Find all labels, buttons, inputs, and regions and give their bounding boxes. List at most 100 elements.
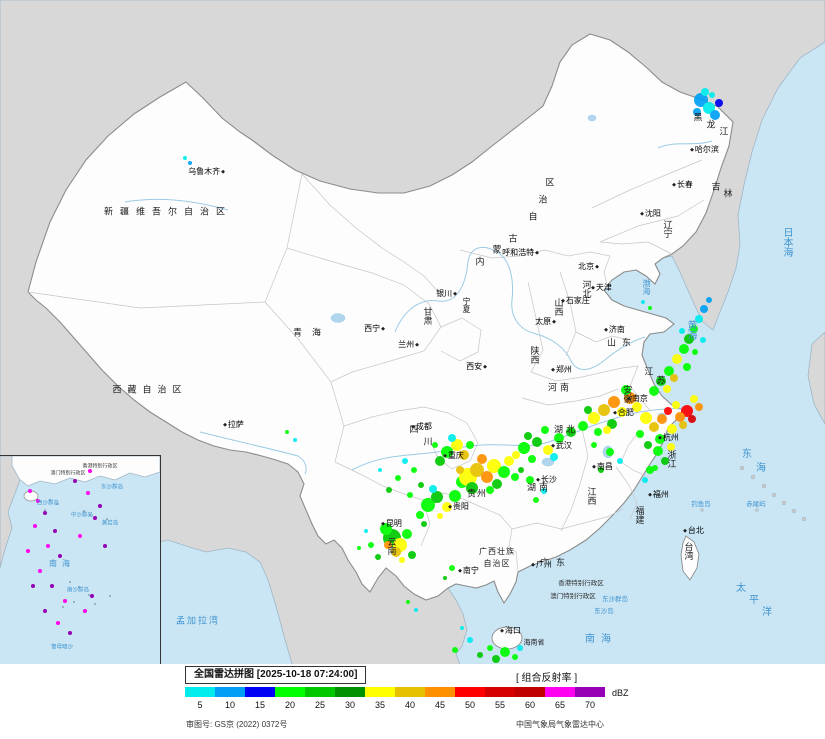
city-name: 福州: [652, 490, 669, 499]
city-marker-icon: ◆: [613, 410, 617, 416]
city-name: 太原: [535, 317, 552, 326]
radar-echo: [492, 655, 500, 663]
city-marker-icon: ◆: [591, 285, 595, 291]
island-label: 中沙群岛: [70, 512, 94, 519]
city-name: 长春: [676, 180, 693, 189]
radar-echo: [598, 467, 604, 473]
province-label: 山东: [606, 337, 638, 348]
island-label: 西沙群岛: [36, 500, 60, 507]
radar-echo: [477, 652, 483, 658]
radar-echo: [532, 437, 542, 447]
island-label: 东沙群岛: [602, 595, 628, 603]
city-marker-icon: ◆: [552, 319, 556, 325]
city-name: 西宁: [364, 324, 381, 333]
city-name: 银川: [436, 289, 453, 298]
radar-echo: [73, 479, 77, 483]
radar-echo: [617, 407, 627, 417]
radar-echo: [663, 385, 671, 393]
radar-echo: [690, 395, 698, 403]
province-label: 江: [719, 126, 729, 137]
city-label: ◆南京: [626, 395, 648, 403]
city-marker-icon: ◆: [221, 169, 225, 175]
province-label: 湖南: [526, 482, 552, 493]
legend-value: 5: [197, 700, 203, 710]
city-marker-icon: ◆: [658, 435, 662, 441]
radar-echo: [384, 541, 392, 549]
radar-echo: [526, 476, 534, 484]
province-label: 湖北: [553, 424, 579, 435]
radar-echo: [285, 430, 289, 434]
city-marker-icon: ◆: [627, 396, 631, 402]
city-name: 台北: [687, 526, 704, 535]
radar-echo: [603, 426, 611, 434]
radar-echo: [50, 584, 54, 588]
city-name: 海口: [504, 626, 521, 635]
city-label: ◆济南: [603, 326, 625, 334]
island-label: 东沙岛: [594, 607, 614, 615]
inset-map-canvas: [0, 456, 160, 664]
region-label: 澳门特别行政区: [50, 470, 86, 477]
city-name: 南京: [631, 394, 648, 403]
radar-echo: [692, 349, 698, 355]
city-name: 南昌: [596, 462, 613, 471]
city-label: ◆重庆: [442, 452, 464, 460]
radar-echo: [672, 401, 680, 409]
radar-echo: [414, 608, 418, 612]
legend-value: 60: [524, 700, 535, 710]
radar-echo: [38, 569, 42, 573]
radar-echo: [606, 448, 614, 456]
rivers: [124, 140, 713, 475]
province-label: 广东: [539, 557, 573, 568]
ryukyu-islands: [700, 465, 807, 522]
city-name: 广州: [535, 560, 552, 569]
city-label: 兰州◆: [398, 341, 420, 349]
province-label: 蒙: [492, 244, 502, 255]
radar-echo: [58, 554, 62, 558]
city-label: 北京◆: [578, 263, 600, 271]
radar-echo: [652, 465, 658, 471]
province-label: 江: [644, 366, 654, 377]
city-label: ◆天津: [590, 284, 612, 292]
radar-echo: [68, 631, 72, 635]
city-name: 南宁: [462, 566, 479, 575]
radar-echo: [477, 454, 487, 464]
island-label: 曾母暗沙: [50, 644, 74, 651]
radar-echo: [566, 427, 576, 437]
island-label: 东沙群岛: [100, 484, 124, 491]
city-marker-icon: ◆: [536, 477, 540, 483]
radar-echo: [588, 412, 600, 424]
radar-echo: [642, 477, 648, 483]
province-label: 新疆维吾尔自治区: [103, 206, 233, 217]
radar-echo: [675, 412, 685, 422]
radar-echo: [431, 491, 443, 503]
radar-echo: [386, 487, 392, 493]
island-label: 黄岩岛: [101, 520, 119, 527]
radar-echo: [459, 450, 469, 460]
legend-swatch: [215, 687, 245, 697]
city-label: ◆石家庄: [560, 297, 590, 305]
radar-echo: [103, 544, 107, 548]
city-name: 长沙: [540, 475, 557, 484]
legend-value: 10: [224, 700, 235, 710]
sea-label: 黄海: [685, 320, 696, 340]
city-marker-icon: ◆: [535, 250, 539, 256]
radar-echo: [518, 442, 530, 454]
radar-echo: [683, 363, 691, 371]
province-label: 广西壮族: [479, 547, 515, 556]
legend-swatch: [275, 687, 305, 697]
radar-echo: [188, 161, 192, 165]
radar-echo: [481, 471, 493, 483]
sea-label: 南海: [585, 634, 617, 645]
city-label: ◆杭州: [657, 434, 679, 442]
radar-echo: [466, 441, 474, 449]
radar-echo: [679, 344, 689, 354]
sea-label: 孟加拉湾: [175, 615, 221, 626]
city-label: 呼和浩特◆: [502, 249, 540, 257]
city-label: ◆沈阳: [639, 210, 661, 218]
radar-echo: [649, 386, 659, 396]
radar-echo: [701, 88, 709, 96]
city-name: 沈阳: [644, 209, 661, 218]
city-label: ◆南宁: [457, 567, 479, 575]
radar-echo: [512, 451, 520, 459]
